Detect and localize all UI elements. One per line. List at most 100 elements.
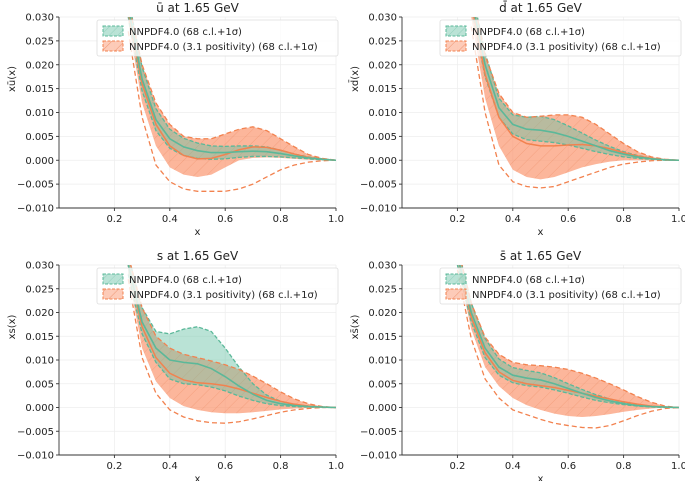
x-tick-label: 1.0: [328, 214, 344, 225]
band-green: [457, 265, 679, 408]
chart-panel-3: −0.010 −0.005 0.000 0.005 0.010 0.015 0.020 0.0…: [7, 249, 344, 485]
y-tick-label: 0.015: [368, 84, 397, 95]
y-tick-label: 0.005: [368, 132, 397, 143]
y-tick-label: 0.010: [368, 108, 397, 119]
legend-box: [439, 19, 682, 57]
y-tick-label: −0.005: [17, 180, 54, 191]
x-tick-label: 0.6: [560, 214, 576, 225]
legend-swatch-green: [102, 273, 124, 285]
y-tick-label: 0.015: [368, 332, 397, 343]
legend-swatch-orange: [445, 288, 467, 300]
line-orange-outer-lower: [456, 269, 679, 429]
legend-swatch-orange: [102, 288, 124, 300]
y-tick-label: 0.030: [25, 13, 54, 24]
line-green-central: [458, 265, 679, 409]
x-tick-label: 0.4: [505, 214, 521, 225]
y-tick-label: 0.020: [368, 308, 397, 319]
chart-title: s̄ at 1.65 GeV: [500, 249, 582, 263]
x-axis-label: x: [538, 227, 544, 238]
y-tick-label: 0.030: [368, 261, 397, 272]
x-tick-label: 0.4: [162, 461, 178, 472]
chart-title: ū at 1.65 GeV: [156, 1, 240, 15]
plot-area: [127, 265, 336, 424]
line-green-lower: [127, 17, 336, 161]
y-tick-label: 0.005: [25, 132, 54, 143]
x-tick-label: 0.8: [616, 461, 632, 472]
x-tick-label: 0.4: [162, 214, 178, 225]
x-axis-label: x: [195, 474, 201, 481]
x-tick-label: 0.8: [616, 214, 632, 225]
chart-title: s at 1.65 GeV: [157, 249, 239, 263]
line-green-upper: [131, 17, 336, 161]
y-tick-label: 0.005: [368, 379, 397, 390]
x-tick-label: 1.0: [671, 214, 685, 225]
plot-area: [470, 17, 679, 189]
y-axis-label: xs(x): [7, 314, 18, 339]
y-tick-label: 0.010: [25, 356, 54, 367]
x-tick-label: 0.8: [273, 461, 289, 472]
line-orange-upper: [130, 265, 336, 409]
line-green-central: [474, 17, 679, 162]
line-green-central: [127, 265, 336, 409]
legend-box: [96, 19, 339, 57]
y-tick-label: 0.020: [368, 60, 397, 71]
legend-box: [439, 267, 682, 305]
line-green-central: [129, 17, 336, 162]
band-orange-hatch: [128, 17, 336, 177]
y-tick-label: 0.025: [25, 36, 54, 47]
y-tick-label: 0.025: [368, 284, 397, 295]
x-axis-label: x: [538, 474, 544, 481]
x-tick-label: 0.6: [217, 461, 233, 472]
line-orange-outer-lower: [127, 279, 336, 424]
legend-label-b: NNPDF4.0 (3.1 positivity) (68 c.l.+1σ): [472, 290, 661, 301]
band-green: [473, 17, 679, 161]
legend-label-a: NNPDF4.0 (68 c.l.+1σ): [472, 27, 585, 38]
y-tick-label: 0.000: [368, 403, 397, 414]
y-tick-label: 0.020: [25, 60, 54, 71]
line-orange-outer-lower: [470, 26, 679, 189]
x-tick-label: 0.8: [273, 214, 289, 225]
y-tick-label: −0.010: [360, 204, 397, 215]
legend: NNPDF4.0 (68 c.l.+1σ) NNPDF4.0 (3.1 posit…: [439, 19, 682, 57]
legend-label-a: NNPDF4.0 (68 c.l.+1σ): [129, 275, 242, 286]
y-tick-label: 0.010: [368, 356, 397, 367]
line-green-upper: [476, 17, 679, 161]
y-axis-label: xū(x): [7, 66, 18, 92]
y-tick-label: 0.030: [368, 13, 397, 24]
y-tick-label: 0.020: [25, 308, 54, 319]
x-tick-label: 0.6: [217, 214, 233, 225]
x-tick-label: 0.4: [505, 461, 521, 472]
chart-panel-2: −0.010 −0.005 0.000 0.005 0.010 0.015 0.020 0.0…: [348, 1, 685, 238]
x-tick-label: 1.0: [328, 461, 344, 472]
x-tick-label: 1.0: [671, 461, 685, 472]
legend-swatch-green: [445, 25, 467, 37]
y-tick-label: 0.000: [368, 156, 397, 167]
x-tick-label: 0.2: [106, 461, 122, 472]
y-tick-label: 0.025: [368, 36, 397, 47]
y-tick-label: 0.005: [25, 379, 54, 390]
y-tick-label: 0.000: [25, 403, 54, 414]
legend: NNPDF4.0 (68 c.l.+1σ) NNPDF4.0 (3.1 posit…: [96, 267, 339, 305]
legend-label-b: NNPDF4.0 (3.1 positivity) (68 c.l.+1σ): [129, 290, 318, 301]
chart-panel-4: −0.010 −0.005 0.000 0.005 0.010 0.015 0.020 0.0…: [350, 249, 685, 485]
line-orange-central: [127, 265, 336, 409]
y-tick-label: −0.005: [17, 427, 54, 438]
band-orange-hatch: [457, 265, 679, 417]
y-tick-label: 0.025: [25, 284, 54, 295]
y-tick-label: −0.005: [360, 180, 397, 191]
x-tick-label: 0.2: [449, 461, 465, 472]
y-tick-label: −0.010: [17, 451, 54, 462]
legend-box: [96, 267, 339, 305]
y-tick-label: −0.005: [360, 427, 397, 438]
x-tick-label: 0.6: [560, 461, 576, 472]
x-tick-label: 0.2: [449, 214, 465, 225]
y-tick-label: −0.010: [360, 451, 397, 462]
y-tick-label: 0.015: [25, 332, 54, 343]
legend-label-a: NNPDF4.0 (68 c.l.+1σ): [472, 275, 585, 286]
legend-label-b: NNPDF4.0 (3.1 positivity) (68 c.l.+1σ): [129, 42, 318, 53]
legend-swatch-orange: [445, 40, 467, 52]
line-orange-central: [458, 265, 679, 409]
plot-area: [127, 17, 336, 192]
chart-panel-1: −0.010 −0.005 0.000 0.005 0.010 0.015 0.020 0.0…: [7, 1, 344, 238]
